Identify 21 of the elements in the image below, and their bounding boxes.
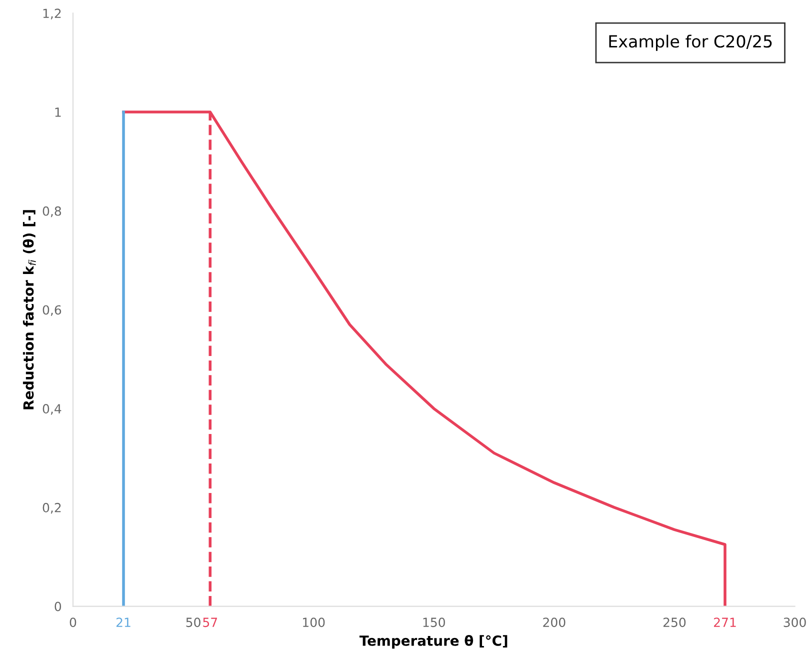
x-tick-label: 50 [186, 618, 200, 628]
y-axis-title: Reduction factor k$_{fi}$ (θ) [-] [22, 210, 36, 410]
annotation: Example for C20/25 [609, 34, 772, 51]
y-tick-label: 0,4 [42, 404, 62, 415]
y-tick-label: 0,8 [42, 206, 62, 218]
y-tick-label: 0 [54, 602, 62, 612]
y-tick-label: 0,6 [42, 305, 62, 316]
x-tick-label: 21 [116, 618, 130, 627]
y-tick-label: 1,2 [43, 8, 61, 20]
x-tick-label: 250 [663, 618, 686, 628]
x-tick-label: 0 [70, 618, 76, 628]
x-axis-title: Temperature θ [°C] [359, 635, 508, 649]
y-tick-label: 1 [55, 108, 61, 117]
x-tick-label: 57 [203, 618, 218, 628]
x-tick-label: 300 [784, 618, 806, 628]
line-series [122, 110, 726, 606]
x-tick-label: 271 [714, 618, 736, 627]
x-tick-label: 100 [303, 618, 325, 628]
x-tick-label: 200 [543, 618, 566, 628]
x-tick-label: 150 [423, 618, 445, 628]
y-tick-label: 0,2 [42, 502, 61, 514]
